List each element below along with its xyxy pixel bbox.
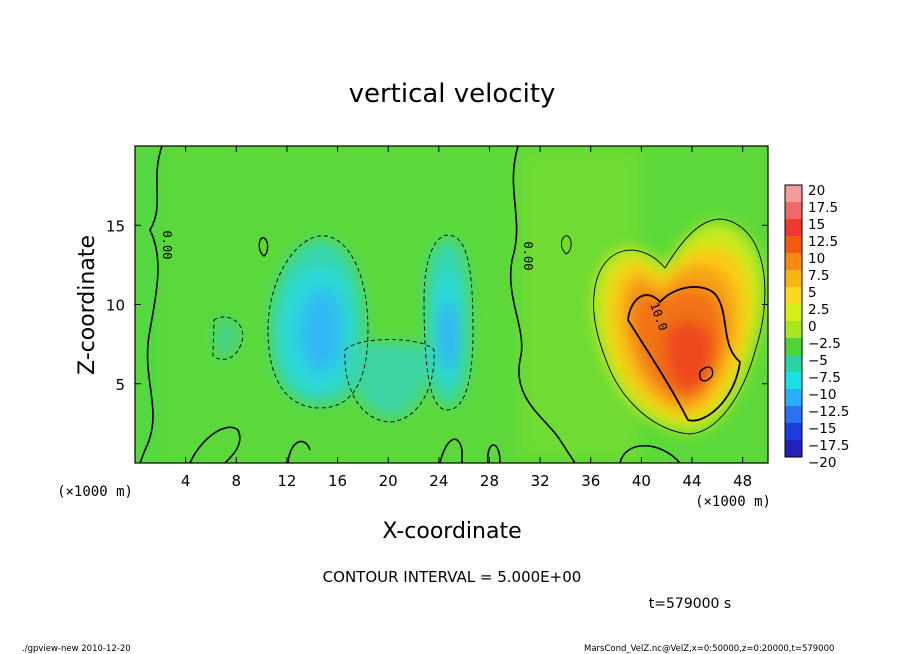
colorbar-swatch xyxy=(785,219,802,236)
x-tick-label: 16 xyxy=(328,472,347,490)
y-tick-label: 10 xyxy=(106,297,125,315)
y-unit-label: (×1000 m) xyxy=(57,484,133,500)
colorbar-label: −10 xyxy=(808,387,837,403)
colorbar-swatch xyxy=(785,321,802,338)
chart-title: vertical velocity xyxy=(349,79,556,109)
x-tick-label: 24 xyxy=(429,472,448,490)
x-axis-label: X-coordinate xyxy=(382,519,521,544)
colorbar-swatch xyxy=(785,236,802,253)
colorbar-swatch xyxy=(785,287,802,304)
y-axis-label: Z-coordinate xyxy=(75,235,100,375)
colorbar-label: 10 xyxy=(808,251,825,267)
colorbar-swatch xyxy=(785,372,802,389)
colorbar-label: 5 xyxy=(808,285,817,301)
colorbar-label: 2.5 xyxy=(808,302,829,318)
colorbar-label: −5 xyxy=(808,353,828,369)
colorbar-label: 0 xyxy=(808,319,817,335)
colorbar-label: 12.5 xyxy=(808,234,838,250)
x-tick-label: 28 xyxy=(480,472,499,490)
x-tick-label: 8 xyxy=(232,472,242,490)
field-shading xyxy=(138,150,764,460)
footer-left: ./gpview-new 2010-12-20 xyxy=(22,644,131,654)
footer-right: MarsCond_VelZ.nc@VelZ,x=0:50000,z=0:2000… xyxy=(584,644,834,654)
colorbar-swatch xyxy=(785,185,802,202)
contour-label: 0.00 xyxy=(521,242,535,271)
colorbar-swatch xyxy=(785,304,802,321)
colorbar-label: −7.5 xyxy=(808,370,841,386)
contour-lines xyxy=(139,146,766,463)
contour-interval-text: CONTOUR INTERVAL = 5.000E+00 xyxy=(323,568,582,586)
colorbar-swatch xyxy=(785,406,802,423)
y-tick-label: 5 xyxy=(115,376,125,394)
colorbar-label: 20 xyxy=(808,183,825,199)
x-tick-label: 32 xyxy=(531,472,550,490)
colorbar-swatch xyxy=(785,253,802,270)
x-tick-label: 36 xyxy=(581,472,600,490)
x-tick-label: 12 xyxy=(277,472,296,490)
x-tick-label: 44 xyxy=(682,472,701,490)
colorbar: 2017.51512.5107.552.50−2.5−5−7.5−10−12.5… xyxy=(784,183,849,471)
colorbar-label: 17.5 xyxy=(808,200,838,216)
colorbar-swatch xyxy=(785,389,802,406)
colorbar-swatch xyxy=(785,338,802,355)
colorbar-frame xyxy=(784,184,803,458)
y-tick-label: 15 xyxy=(106,217,125,235)
time-label: t=579000 s xyxy=(649,596,731,612)
x-tick-label: 48 xyxy=(733,472,752,490)
colorbar-label: 7.5 xyxy=(808,268,829,284)
contour-label: 0.00 xyxy=(160,231,174,260)
colorbar-label: −2.5 xyxy=(808,336,841,352)
colorbar-label: −17.5 xyxy=(808,438,849,454)
x-tick-label: 4 xyxy=(181,472,191,490)
x-tick-label: 40 xyxy=(632,472,651,490)
x-unit-label: (×1000 m) xyxy=(695,494,771,510)
colorbar-label: −20 xyxy=(808,455,837,471)
colorbar-swatch xyxy=(785,440,802,457)
colorbar-label: −12.5 xyxy=(808,404,849,420)
colorbar-label: 15 xyxy=(808,217,825,233)
colorbar-swatch xyxy=(785,355,802,372)
x-tick-label: 20 xyxy=(379,472,398,490)
colorbar-label: −15 xyxy=(808,421,837,437)
colorbar-swatch xyxy=(785,202,802,219)
colorbar-swatch xyxy=(785,270,802,287)
plot-area xyxy=(135,146,768,463)
colorbar-swatch xyxy=(785,423,802,440)
